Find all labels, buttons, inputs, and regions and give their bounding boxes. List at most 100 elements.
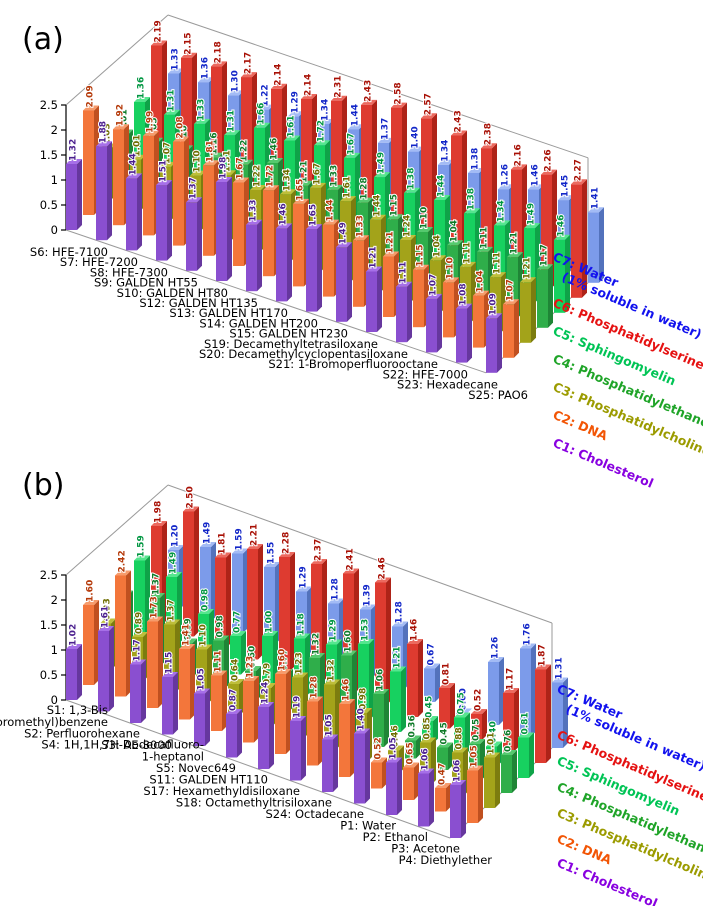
bar-side-face [529, 732, 534, 778]
bar-top-face [186, 197, 202, 203]
bar-top-face [443, 277, 459, 283]
bar-value-label: 0.81 [521, 712, 531, 734]
category-label: S21: 1-Bromoperfluorooctane [268, 357, 438, 371]
bar-top-face [447, 240, 463, 246]
bar [541, 174, 552, 288]
bar-top-face [220, 170, 236, 176]
bar [468, 173, 479, 242]
bar-top-face [370, 214, 386, 220]
box-back-top-edge [167, 14, 589, 159]
bar-value-label: 2.17 [244, 52, 254, 74]
bar-value-label: 1.17 [506, 668, 516, 690]
bar-value-label: 1.15 [390, 194, 400, 216]
bar-top-face [343, 568, 359, 574]
bar-value-label: 0.67 [427, 643, 437, 665]
bar-side-face [416, 735, 421, 759]
bar-top-face [181, 638, 197, 644]
bar [494, 225, 505, 293]
bar [264, 567, 275, 645]
bar-top-face [507, 252, 523, 258]
bar-top-face [408, 146, 424, 152]
bar-top-face [294, 633, 310, 639]
bar-top-face [213, 635, 229, 641]
bar-top-face [132, 632, 148, 637]
bar-top-face [98, 626, 114, 631]
category-label: P2: Ethanol [363, 830, 428, 844]
bar-value-label: 1.11 [214, 650, 224, 672]
bar [373, 694, 384, 747]
bar [126, 178, 137, 251]
bar [511, 169, 522, 278]
bar [151, 45, 162, 155]
bar [481, 148, 492, 268]
bar-value-label: 1.06 [421, 748, 431, 770]
bar-side-face [531, 643, 536, 737]
bar-value-label: 1.05 [470, 745, 480, 767]
bar [258, 707, 269, 769]
bar-value-label: 1.23 [246, 656, 256, 678]
bar-value-label: 1.49 [169, 552, 179, 574]
bar-top-face [322, 734, 338, 740]
bar-value-label: 1.10 [446, 257, 456, 279]
bar-value-label: 1.31 [167, 89, 177, 111]
bar-side-face [254, 676, 259, 743]
bar-top-face [528, 184, 544, 190]
bar-value-label: 1.24 [261, 682, 271, 704]
bar-top-face [224, 130, 240, 136]
bar-top-face [450, 780, 466, 785]
bar-value-label: 1.98 [154, 501, 164, 523]
bar-top-face [354, 728, 370, 734]
bar [203, 165, 214, 256]
bar-side-face [548, 264, 553, 328]
bar-side-face [514, 688, 519, 752]
bar-value-label: 2.43 [364, 80, 374, 102]
bar-value-label: 1.60 [86, 580, 96, 602]
bar [181, 57, 192, 166]
bar [115, 575, 126, 697]
bar-side-face [582, 179, 587, 298]
bar [194, 123, 205, 191]
bar-top-face [83, 105, 99, 111]
bar-top-face [404, 187, 420, 193]
bar-top-face [571, 179, 587, 185]
category-label: S22: HFE-7000 [383, 367, 468, 381]
bar-top-face [456, 708, 472, 714]
bar [375, 582, 386, 706]
bar [400, 240, 411, 302]
bar-top-face [490, 272, 506, 278]
bar [307, 701, 318, 766]
bar [134, 560, 145, 640]
bar-top-face [407, 639, 423, 644]
bar-value-label: 1.37 [381, 118, 391, 140]
bar-side-face [365, 728, 370, 804]
bar-value-label: 1.34 [321, 99, 331, 121]
bar-value-label: 1.21 [369, 246, 379, 268]
bar-top-face [520, 643, 536, 649]
bar-side-face [237, 709, 242, 758]
bar-value-label: 1.31 [223, 150, 233, 172]
bar-value-label: 1.88 [99, 121, 109, 143]
bar [405, 740, 416, 759]
bar-top-face [66, 644, 82, 649]
bar [467, 770, 478, 823]
bar [339, 704, 350, 777]
bar-top-face [374, 172, 390, 178]
bar-top-face [486, 313, 502, 319]
bar [353, 240, 364, 307]
bar [232, 553, 243, 633]
bar-top-face [307, 696, 323, 702]
bar-value-label: 1.38 [471, 148, 481, 170]
bar-value-label: 1.07 [506, 279, 516, 301]
bar-value-label: 1.06 [453, 760, 463, 782]
category-label: S11: GALDEN HT110 [149, 773, 268, 787]
bar [552, 682, 563, 748]
bar [396, 286, 407, 343]
bar [331, 100, 342, 217]
category-label: S7: HFE-7200 [60, 255, 138, 269]
bar-side-face [514, 299, 519, 358]
bar [198, 614, 209, 663]
bar [262, 636, 273, 686]
bar-side-face [173, 672, 178, 735]
bar [484, 757, 495, 808]
